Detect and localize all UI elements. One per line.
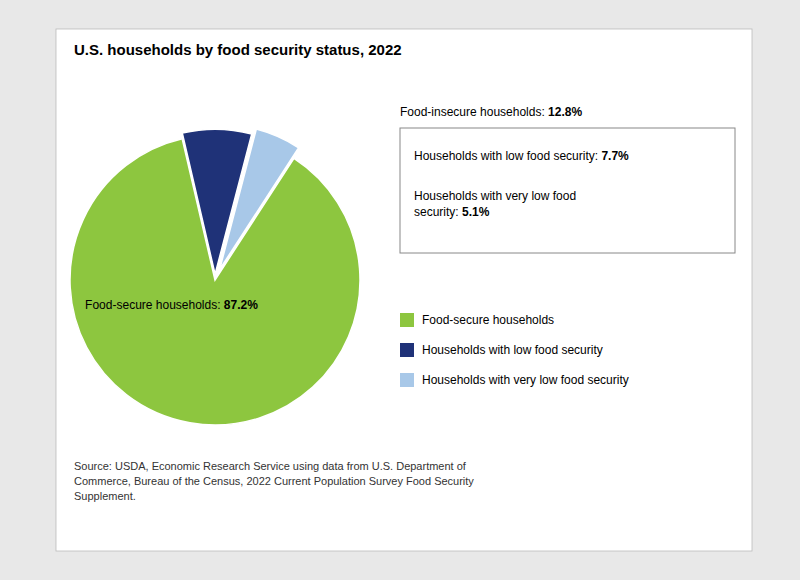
annotation-value: 87.2% (224, 298, 258, 312)
annotation-text: Food-insecure households: (400, 105, 548, 119)
card (56, 29, 752, 551)
legend-item: Households with low food security (400, 343, 603, 357)
source-line: Supplement. (74, 490, 136, 502)
annotation: Households with very low food security: 5… (414, 189, 576, 219)
annotation: Food-insecure households: 12.8% (400, 105, 582, 119)
chart: U.S. households by food security status,… (0, 0, 800, 580)
legend: Food-secure households Households with lo… (400, 313, 629, 387)
annotation-line: Food-insecure households: (400, 105, 548, 119)
source-line: Commerce, Bureau of the Census, 2022 Cur… (74, 475, 474, 487)
legend-swatch (400, 343, 414, 357)
legend-swatch (400, 373, 414, 387)
background (0, 0, 800, 580)
pie-slice (220, 129, 299, 269)
annotation-line: Food-secure households: (85, 298, 224, 312)
legend-item: Households with very low food security (400, 373, 629, 387)
annotation-line: Households with very low food (414, 189, 576, 203)
annotation-value: 12.8% (548, 105, 582, 119)
annotation: Food-secure households: 87.2% (85, 298, 258, 312)
callout-box (400, 128, 735, 253)
annotation-value: 5.1% (462, 205, 490, 219)
annotation: Households with low food security: 7.7% (414, 149, 629, 163)
annotation-text: Food-secure households: (85, 298, 224, 312)
annotation-value: 7.7% (601, 149, 629, 163)
annotation-line: security: (414, 205, 462, 219)
legend-swatch (400, 313, 414, 327)
pie (70, 129, 360, 425)
legend-label: Households with very low food security (422, 373, 629, 387)
legend-label: Food-secure households (422, 313, 554, 327)
source-line: Source: USDA, Economic Research Service … (74, 460, 467, 472)
title: U.S. households by food security status,… (74, 41, 402, 58)
annotation-text: Households with low food security: (414, 149, 601, 163)
legend-label: Households with low food security (422, 343, 603, 357)
annotation-text: Households with very low food security: (414, 189, 576, 219)
legend-item: Food-secure households (400, 313, 554, 327)
annotation-line: Households with low food security: (414, 149, 601, 163)
source: Source: USDA, Economic Research Service … (74, 460, 474, 502)
